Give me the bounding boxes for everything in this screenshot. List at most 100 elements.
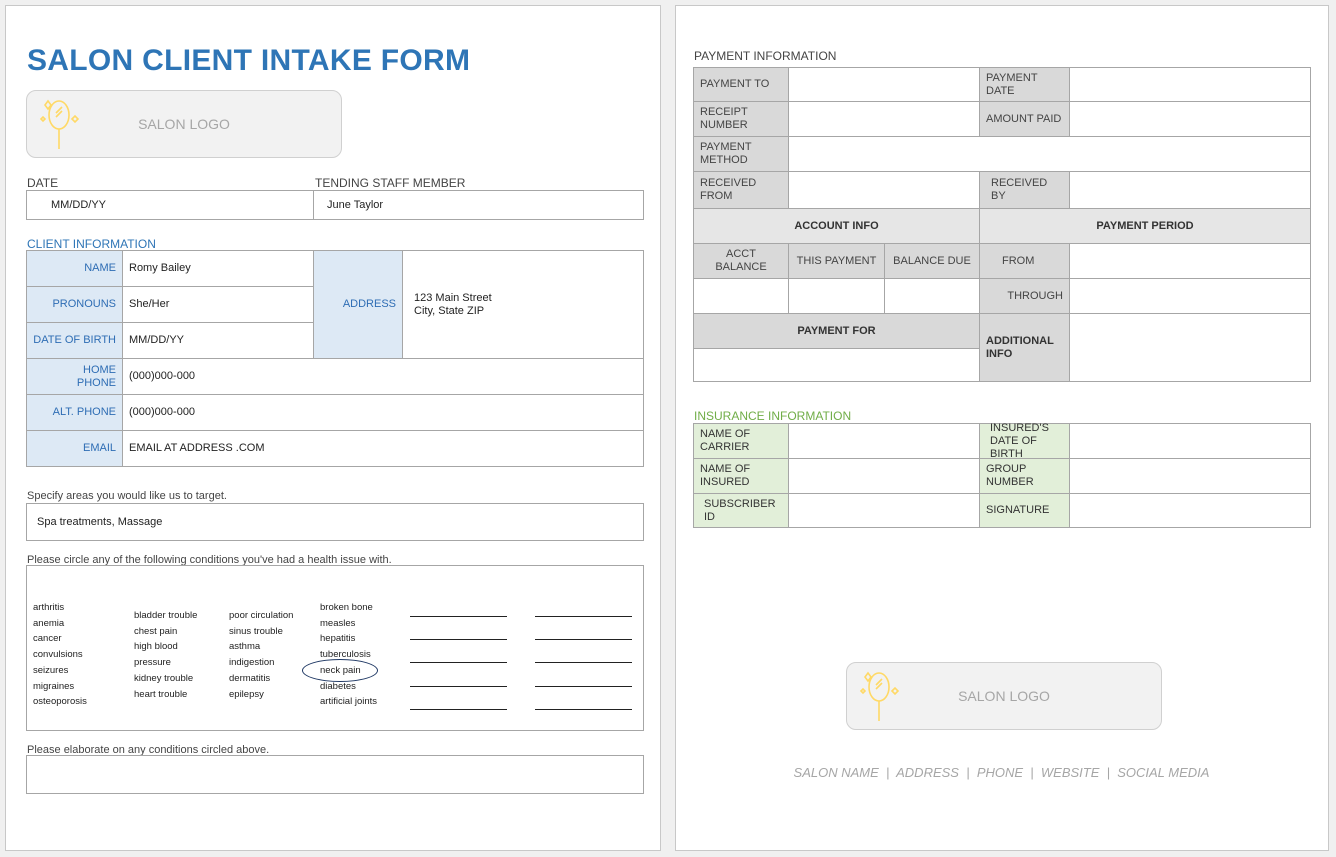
alt-phone-field[interactable]: (000)000-000 [122, 394, 644, 431]
mirror-icon [39, 99, 79, 149]
condition[interactable]: migraines [33, 680, 75, 692]
condition[interactable]: bladder trouble [134, 610, 198, 621]
footer-contact: SALON NAME | ADDRESS | PHONE | WEBSITE |… [793, 765, 1210, 780]
condition[interactable]: hepatitis [320, 633, 356, 645]
from-field[interactable] [1069, 243, 1311, 279]
insured-dob-label: INSURED'S DATE OF BIRTH [979, 422, 1070, 460]
condition[interactable]: high blood [134, 641, 178, 653]
condition[interactable]: broken bone [320, 602, 373, 613]
condition[interactable]: chest pain [134, 625, 178, 637]
blank-line[interactable] [535, 709, 632, 710]
date-label: DATE [27, 176, 59, 190]
group-number-field[interactable] [1069, 458, 1311, 494]
blank-line[interactable] [535, 686, 632, 687]
insured-dob-field[interactable] [1069, 423, 1311, 459]
address-field[interactable]: 123 Main Street City, State ZIP [402, 250, 644, 359]
insured-name-field[interactable] [788, 458, 980, 494]
blank-line[interactable] [410, 662, 507, 663]
signature-field[interactable] [1069, 493, 1311, 528]
blank-line[interactable] [410, 686, 507, 687]
date-field[interactable]: MM/DD/YY [26, 190, 314, 220]
conditions-col1: arthritis anemia cancer convulsions seizures… [33, 600, 87, 710]
insured-name-label: NAME OF INSURED [693, 458, 789, 494]
footer-salon-name: SALON NAME [793, 765, 879, 780]
this-payment-label: THIS PAYMENT [788, 243, 885, 279]
condition[interactable]: kidney trouble [134, 672, 194, 684]
condition[interactable]: artificial joints [320, 696, 378, 708]
payment-to-label: PAYMENT TO [693, 67, 789, 102]
address-line2: City, State ZIP [414, 305, 485, 317]
home-phone-field[interactable]: (000)000-000 [122, 358, 644, 395]
conditions-box [26, 565, 644, 731]
condition[interactable]: pressure [134, 657, 171, 669]
payment-for-field[interactable] [693, 348, 980, 382]
blank-line[interactable] [535, 616, 632, 617]
target-field[interactable]: Spa treatments, Massage [26, 503, 644, 541]
balance-due-field[interactable] [884, 278, 980, 314]
payment-date-field[interactable] [1069, 67, 1311, 102]
additional-info-field[interactable] [1069, 313, 1311, 382]
received-from-field[interactable] [788, 171, 980, 209]
condition[interactable]: heart trouble [134, 688, 188, 700]
additional-info-label: ADDITIONAL INFO [979, 313, 1070, 382]
footer-address: ADDRESS [896, 765, 959, 780]
condition[interactable]: epilepsy [229, 688, 264, 700]
receipt-number-field[interactable] [788, 101, 980, 137]
condition[interactable]: anemia [33, 617, 65, 629]
email-field[interactable]: EMAIL AT ADDRESS .COM [122, 430, 644, 467]
payment-period-header: PAYMENT PERIOD [979, 208, 1311, 244]
payment-method-field[interactable] [788, 136, 1311, 172]
condition[interactable]: dermatitis [229, 672, 271, 684]
condition[interactable]: indigestion [229, 657, 275, 669]
insurance-heading: INSURANCE INFORMATION [694, 409, 852, 423]
blank-line[interactable] [535, 662, 632, 663]
home-phone-label: HOME PHONE [26, 358, 123, 395]
subscriber-id-label: SUBSCRIBER ID [693, 493, 789, 528]
condition[interactable]: tuberculosis [320, 649, 371, 661]
address-label: ADDRESS [313, 250, 403, 359]
blank-line[interactable] [410, 616, 507, 617]
condition[interactable]: osteoporosis [33, 696, 87, 708]
dob-field[interactable]: MM/DD/YY [122, 322, 314, 359]
name-field[interactable]: Romy Bailey [122, 250, 314, 287]
condition[interactable]: cancer [33, 633, 62, 645]
address-line1: 123 Main Street [414, 292, 492, 304]
acct-balance-label: ACCT BALANCE [693, 243, 789, 279]
through-label: THROUGH [979, 278, 1070, 314]
condition[interactable]: asthma [229, 641, 261, 653]
condition[interactable]: measles [320, 617, 356, 629]
elaborate-field[interactable] [26, 755, 644, 794]
condition[interactable]: convulsions [33, 649, 83, 661]
condition[interactable]: seizures [33, 664, 69, 676]
condition[interactable]: poor circulation [229, 610, 294, 621]
amount-paid-field[interactable] [1069, 101, 1311, 137]
staff-field[interactable]: June Taylor [313, 190, 644, 220]
signature-label: SIGNATURE [979, 493, 1070, 528]
acct-balance-field[interactable] [693, 278, 789, 314]
from-label: FROM [979, 243, 1070, 279]
this-payment-field[interactable] [788, 278, 885, 314]
pronouns-label: PRONOUNS [26, 286, 123, 323]
footer-website: WEBSITE [1040, 765, 1100, 780]
receipt-number-label: RECEIPT NUMBER [693, 101, 789, 137]
blank-line[interactable] [535, 639, 632, 640]
blank-line[interactable] [410, 709, 507, 710]
condition[interactable]: sinus trouble [229, 625, 283, 637]
dob-label: DATE OF BIRTH [26, 322, 123, 359]
condition[interactable]: arthritis [33, 602, 65, 613]
blank-line[interactable] [410, 639, 507, 640]
staff-label: TENDING STAFF MEMBER [315, 176, 466, 190]
through-field[interactable] [1069, 278, 1311, 314]
footer-social-media: SOCIAL MEDIA [1117, 765, 1210, 780]
subscriber-id-field[interactable] [788, 493, 980, 528]
payment-to-field[interactable] [788, 67, 980, 102]
pronouns-field[interactable]: She/Her [122, 286, 314, 323]
received-by-label: RECEIVED BY [979, 171, 1070, 209]
logo-text: SALON LOGO [138, 116, 230, 132]
conditions-prompt: Please circle any of the following condi… [27, 554, 392, 566]
condition[interactable]: diabetes [320, 680, 356, 692]
payment-method-label: PAYMENT METHOD [693, 136, 789, 172]
carrier-field[interactable] [788, 423, 980, 459]
received-by-field[interactable] [1069, 171, 1311, 209]
payment-heading: PAYMENT INFORMATION [694, 49, 837, 63]
